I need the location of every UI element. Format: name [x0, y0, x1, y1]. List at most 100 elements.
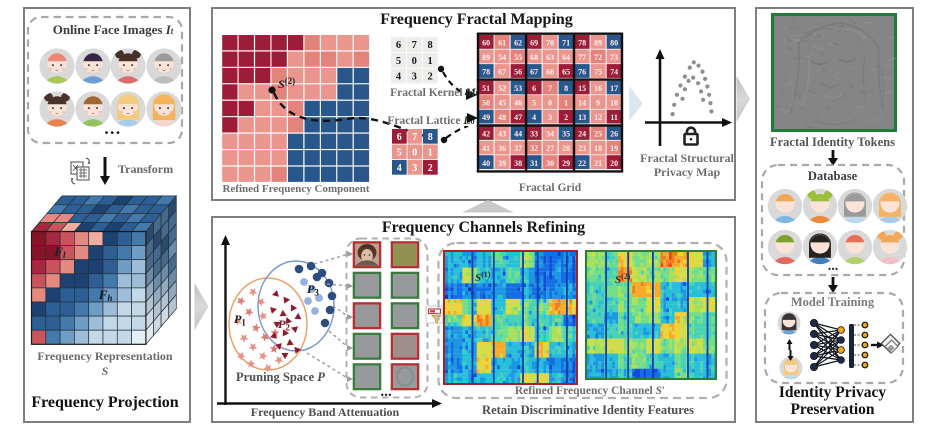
- svg-text:72: 72: [594, 53, 602, 62]
- svg-text:89: 89: [594, 39, 602, 48]
- svg-text:39: 39: [498, 159, 506, 168]
- svg-text:4: 4: [532, 113, 536, 122]
- svg-text:75: 75: [594, 68, 602, 77]
- svg-text:16: 16: [594, 84, 602, 93]
- svg-text:37: 37: [514, 144, 522, 153]
- svg-text:11: 11: [610, 113, 618, 122]
- svg-text:43: 43: [498, 130, 506, 139]
- svg-text:51: 51: [482, 84, 490, 93]
- svg-text:73: 73: [610, 53, 618, 62]
- svg-text:35: 35: [562, 130, 570, 139]
- svg-text:...: ...: [380, 384, 392, 400]
- svg-text:67: 67: [498, 68, 506, 77]
- svg-text:...: ...: [828, 259, 839, 274]
- svg-text:56: 56: [514, 68, 522, 77]
- svg-text:60: 60: [482, 39, 490, 48]
- svg-text:71: 71: [562, 39, 570, 48]
- svg-text:7: 7: [548, 84, 552, 93]
- svg-text:48: 48: [498, 113, 506, 122]
- svg-text:15: 15: [578, 84, 586, 93]
- svg-text:34: 34: [546, 130, 554, 139]
- svg-text:5: 5: [396, 56, 401, 67]
- svg-text:62: 62: [514, 39, 522, 48]
- svg-text:41: 41: [482, 144, 490, 153]
- svg-text:6: 6: [396, 40, 401, 51]
- svg-text:3: 3: [412, 163, 417, 174]
- svg-text:67: 67: [530, 68, 538, 77]
- svg-text:8: 8: [428, 132, 433, 143]
- svg-text:65: 65: [562, 68, 570, 77]
- svg-text:36: 36: [498, 144, 506, 153]
- svg-text:8: 8: [427, 40, 432, 51]
- svg-text:6: 6: [532, 84, 536, 93]
- svg-text:Pruning Space P: Pruning Space P: [236, 370, 325, 384]
- svg-text:7: 7: [412, 40, 417, 51]
- svg-text:1: 1: [427, 56, 432, 67]
- svg-text:21: 21: [594, 159, 602, 168]
- svg-text:10: 10: [610, 99, 618, 108]
- svg-text:46: 46: [514, 99, 522, 108]
- svg-text:0: 0: [412, 56, 417, 67]
- svg-text:33: 33: [530, 130, 538, 139]
- svg-text:3: 3: [548, 113, 552, 122]
- svg-text:18: 18: [594, 144, 602, 153]
- svg-text:9: 9: [596, 99, 600, 108]
- svg-text:78: 78: [482, 68, 490, 77]
- svg-text:74: 74: [610, 68, 618, 77]
- svg-text:17: 17: [610, 84, 618, 93]
- svg-text:47: 47: [514, 113, 522, 122]
- svg-text:61: 61: [498, 39, 506, 48]
- svg-text:2: 2: [428, 163, 433, 174]
- svg-text:7: 7: [412, 132, 417, 143]
- svg-text:63: 63: [546, 53, 554, 62]
- svg-text:70: 70: [546, 39, 554, 48]
- svg-text:45: 45: [498, 99, 506, 108]
- svg-text:25: 25: [594, 130, 602, 139]
- svg-text:Fl: Fl: [53, 244, 66, 260]
- svg-text:27: 27: [546, 144, 554, 153]
- svg-text:22: 22: [578, 159, 586, 168]
- svg-text:0: 0: [412, 147, 417, 158]
- svg-text:19: 19: [610, 144, 618, 153]
- svg-text:80: 80: [610, 39, 618, 48]
- svg-text:42: 42: [482, 130, 490, 139]
- svg-text:55: 55: [514, 53, 522, 62]
- svg-text:78: 78: [578, 39, 586, 48]
- svg-text:1: 1: [428, 147, 433, 158]
- svg-text:2: 2: [564, 113, 568, 122]
- svg-text:38: 38: [514, 159, 522, 168]
- svg-text:69: 69: [530, 39, 538, 48]
- svg-text:44: 44: [514, 130, 522, 139]
- svg-text:23: 23: [578, 144, 586, 153]
- svg-text:32: 32: [530, 144, 538, 153]
- svg-text:1: 1: [564, 99, 568, 108]
- svg-text:13: 13: [578, 113, 586, 122]
- svg-text:P1: P1: [234, 312, 246, 328]
- svg-text:29: 29: [562, 159, 570, 168]
- svg-text:0: 0: [548, 99, 552, 108]
- svg-text:49: 49: [482, 113, 490, 122]
- svg-text:77: 77: [578, 53, 586, 62]
- svg-text:2: 2: [427, 72, 432, 83]
- svg-text:8: 8: [564, 84, 568, 93]
- svg-text:54: 54: [498, 53, 506, 62]
- svg-text:66: 66: [546, 68, 554, 77]
- svg-text:20: 20: [610, 159, 618, 168]
- svg-text:5: 5: [532, 99, 536, 108]
- svg-text:64: 64: [562, 53, 570, 62]
- svg-text:6: 6: [397, 132, 402, 143]
- svg-text:12: 12: [594, 113, 602, 122]
- svg-text:50: 50: [482, 99, 490, 108]
- svg-text:68: 68: [530, 53, 538, 62]
- svg-text:52: 52: [498, 84, 506, 93]
- svg-text:89: 89: [482, 53, 490, 62]
- svg-text:P3: P3: [307, 282, 319, 298]
- svg-text:76: 76: [578, 68, 586, 77]
- svg-text:5: 5: [397, 147, 402, 158]
- svg-text:4: 4: [396, 72, 402, 83]
- svg-text:53: 53: [514, 84, 522, 93]
- svg-text:28: 28: [562, 144, 570, 153]
- svg-text:26: 26: [610, 130, 618, 139]
- svg-text:24: 24: [578, 130, 586, 139]
- svg-text:31: 31: [530, 159, 538, 168]
